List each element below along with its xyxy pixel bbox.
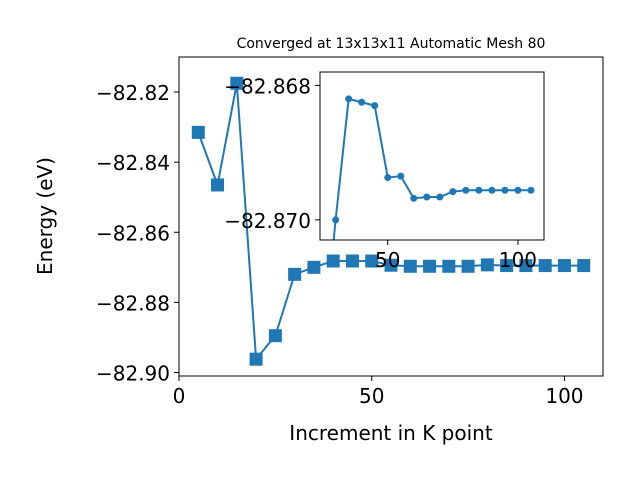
inset-background bbox=[320, 72, 544, 240]
inset-y-tick-label: −82.870 bbox=[224, 209, 311, 233]
main-data-point bbox=[519, 259, 533, 273]
inset-data-point bbox=[514, 186, 522, 194]
inset-plot: 50 100 −82.870 −82.868 bbox=[224, 71, 545, 358]
main-data-point bbox=[442, 259, 456, 273]
main-data-point bbox=[538, 259, 552, 273]
main-y-ticks: −82.82 −82.84 −82.86 −82.88 −82.90 bbox=[96, 81, 179, 385]
main-data-point bbox=[365, 254, 379, 268]
inset-data-point bbox=[423, 193, 431, 201]
main-data-point bbox=[461, 259, 475, 273]
main-plot: 0 50 100 −82.82 −82.84 −82.86 −82.88 −82.90 Co… bbox=[33, 36, 604, 445]
main-x-tick-label: 100 bbox=[545, 384, 583, 408]
main-y-tick-label: −82.82 bbox=[96, 81, 170, 105]
inset-y-ticks: −82.870 −82.868 bbox=[224, 74, 320, 233]
inset-x-tick-label: 100 bbox=[499, 248, 537, 272]
inset-y-tick-label: −82.868 bbox=[224, 74, 311, 98]
main-data-point bbox=[268, 329, 282, 343]
main-data-point bbox=[423, 259, 437, 273]
main-x-ticks: 0 50 100 bbox=[173, 376, 584, 408]
inset-data-point bbox=[397, 172, 405, 180]
inset-data-point bbox=[488, 186, 496, 194]
inset-data-point bbox=[332, 216, 340, 224]
inset-series bbox=[319, 95, 535, 358]
inset-x-tick-label: 50 bbox=[375, 248, 400, 272]
x-axis-label: Increment in K point bbox=[289, 421, 493, 445]
main-data-point bbox=[249, 352, 263, 366]
main-plot-frame bbox=[178, 56, 604, 377]
main-y-tick-label: −82.88 bbox=[96, 291, 170, 315]
inset-data-point bbox=[436, 193, 444, 201]
main-y-tick-label: −82.90 bbox=[96, 361, 170, 385]
main-data-point bbox=[384, 258, 398, 272]
inset-data-point bbox=[358, 98, 366, 106]
inset-data-point bbox=[449, 188, 457, 196]
main-y-tick-label: −82.84 bbox=[96, 151, 170, 175]
inset-data-point bbox=[501, 186, 509, 194]
inset-data-point bbox=[345, 95, 353, 103]
main-data-point bbox=[500, 259, 514, 273]
main-data-point bbox=[577, 259, 591, 273]
main-data-point bbox=[307, 260, 321, 274]
main-data-point bbox=[326, 254, 340, 268]
inset-x-ticks: 50 100 bbox=[375, 240, 537, 272]
main-data-point bbox=[230, 76, 244, 90]
main-x-tick-label: 50 bbox=[359, 384, 384, 408]
inset-data-point bbox=[527, 186, 535, 194]
main-y-tick-label: −82.86 bbox=[96, 221, 170, 245]
y-axis-label: Energy (eV) bbox=[33, 157, 57, 275]
main-data-point bbox=[211, 178, 225, 192]
inset-data-point bbox=[475, 186, 483, 194]
chart-title: Converged at 13x13x11 Automatic Mesh 80 bbox=[237, 36, 546, 52]
inset-data-point bbox=[384, 174, 392, 182]
inset-data-point bbox=[410, 194, 418, 202]
main-data-point bbox=[191, 125, 205, 139]
main-data-point bbox=[480, 258, 494, 272]
main-data-point bbox=[557, 259, 571, 273]
inset-plot-frame bbox=[319, 71, 545, 241]
main-data-point bbox=[288, 267, 302, 281]
inset-data-point bbox=[319, 351, 326, 358]
inset-data-point bbox=[371, 102, 379, 110]
main-x-tick-label: 0 bbox=[173, 384, 186, 408]
inset-data-point bbox=[462, 186, 470, 194]
main-series bbox=[191, 76, 591, 366]
main-data-point bbox=[403, 259, 417, 273]
main-data-point bbox=[345, 254, 359, 268]
